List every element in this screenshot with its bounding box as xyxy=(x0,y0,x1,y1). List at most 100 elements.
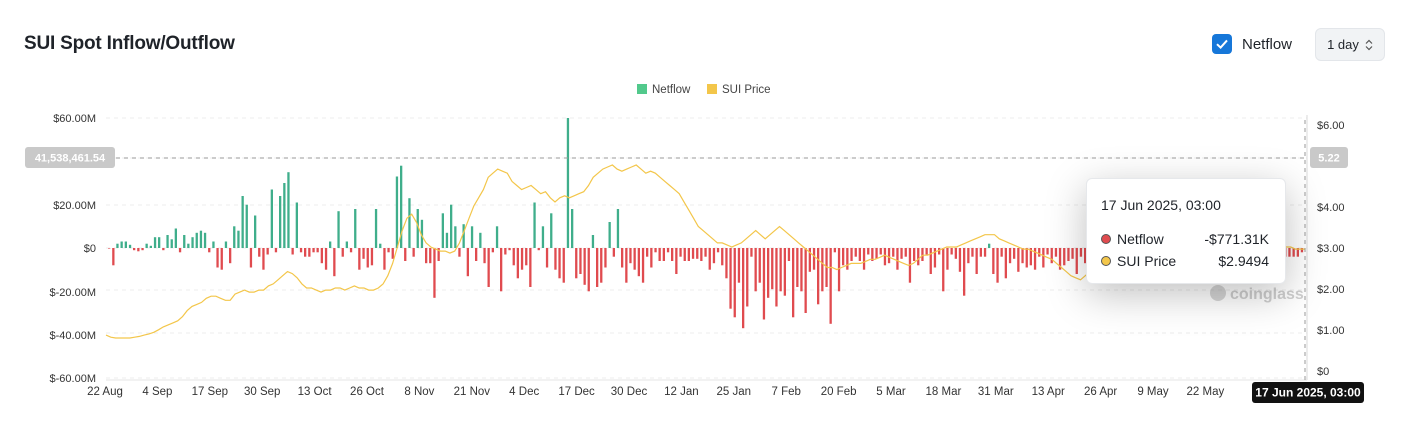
netflow-bar[interactable] xyxy=(871,248,874,261)
netflow-bar[interactable] xyxy=(1025,248,1028,268)
netflow-bar[interactable] xyxy=(650,248,653,268)
netflow-bar[interactable] xyxy=(579,248,582,274)
netflow-bar[interactable] xyxy=(166,235,169,248)
netflow-bar[interactable] xyxy=(883,248,887,266)
netflow-bar[interactable] xyxy=(162,248,165,251)
netflow-bar[interactable] xyxy=(237,230,240,248)
netflow-bar[interactable] xyxy=(233,226,236,248)
netflow-bar[interactable] xyxy=(858,248,861,261)
netflow-bar[interactable] xyxy=(1013,248,1016,259)
netflow-bar[interactable] xyxy=(596,248,599,287)
netflow-bar[interactable] xyxy=(737,248,741,283)
netflow-bar[interactable] xyxy=(742,248,745,329)
netflow-bar[interactable] xyxy=(178,248,182,253)
netflow-bar[interactable] xyxy=(621,248,624,268)
netflow-bar[interactable] xyxy=(141,248,144,251)
netflow-bar[interactable] xyxy=(537,248,540,251)
netflow-bar[interactable] xyxy=(771,248,774,290)
netflow-bar[interactable] xyxy=(658,248,661,261)
netflow-bar[interactable] xyxy=(604,248,607,268)
netflow-bar[interactable] xyxy=(963,248,966,296)
netflow-bar[interactable] xyxy=(591,235,595,248)
netflow-bar[interactable] xyxy=(562,248,565,283)
netflow-bar[interactable] xyxy=(762,248,766,320)
netflow-bar[interactable] xyxy=(241,196,244,248)
netflow-bar[interactable] xyxy=(525,248,528,266)
netflow-bar[interactable] xyxy=(187,243,190,248)
netflow-bar[interactable] xyxy=(1000,248,1003,257)
netflow-bar[interactable] xyxy=(512,248,515,266)
netflow-bar[interactable] xyxy=(287,172,290,248)
netflow-bar[interactable] xyxy=(554,248,557,270)
netflow-checkbox[interactable] xyxy=(1212,34,1232,54)
netflow-bar[interactable] xyxy=(700,248,703,261)
netflow-bar[interactable] xyxy=(333,248,336,277)
netflow-bar[interactable] xyxy=(508,248,511,251)
netflow-bar[interactable] xyxy=(696,248,699,259)
netflow-bar[interactable] xyxy=(128,244,132,249)
netflow-bar[interactable] xyxy=(329,241,332,249)
netflow-bar[interactable] xyxy=(1067,248,1070,261)
netflow-bar[interactable] xyxy=(245,204,248,248)
netflow-bar[interactable] xyxy=(116,243,119,248)
netflow-bar[interactable] xyxy=(358,248,361,270)
netflow-bar[interactable] xyxy=(571,209,574,248)
netflow-bar[interactable] xyxy=(274,248,278,253)
netflow-bar[interactable] xyxy=(708,248,711,270)
netflow-bar[interactable] xyxy=(404,248,407,261)
netflow-bar[interactable] xyxy=(933,248,937,268)
netflow-bar[interactable] xyxy=(837,248,841,292)
netflow-bar[interactable] xyxy=(504,248,507,255)
netflow-bar[interactable] xyxy=(833,248,836,253)
netflow-bar[interactable] xyxy=(425,248,428,264)
netflow-bar[interactable] xyxy=(1292,248,1295,257)
netflow-bar[interactable] xyxy=(792,248,795,318)
netflow-bar[interactable] xyxy=(479,232,482,248)
netflow-bar[interactable] xyxy=(254,215,257,249)
netflow-bar[interactable] xyxy=(324,248,328,270)
netflow-bar[interactable] xyxy=(996,248,999,283)
netflow-bar[interactable] xyxy=(429,248,432,264)
netflow-bar[interactable] xyxy=(1017,248,1020,272)
netflow-bar[interactable] xyxy=(1008,248,1012,264)
netflow-bar[interactable] xyxy=(754,248,757,292)
netflow-bar[interactable] xyxy=(349,248,353,253)
netflow-bar[interactable] xyxy=(767,248,770,298)
netflow-bar[interactable] xyxy=(675,248,678,274)
netflow-bar[interactable] xyxy=(174,228,177,249)
netflow-bar[interactable] xyxy=(704,248,707,257)
netflow-bar[interactable] xyxy=(641,248,645,283)
netflow-bar[interactable] xyxy=(1054,248,1058,257)
netflow-bar[interactable] xyxy=(616,209,620,248)
netflow-bar[interactable] xyxy=(408,198,411,248)
netflow-bar[interactable] xyxy=(203,232,207,248)
netflow-bar[interactable] xyxy=(262,248,265,270)
netflow-bar[interactable] xyxy=(750,248,753,257)
netflow-bar[interactable] xyxy=(170,239,173,248)
netflow-bar[interactable] xyxy=(1300,248,1304,253)
netflow-bar[interactable] xyxy=(108,248,111,249)
netflow-bar[interactable] xyxy=(979,248,982,257)
netflow-bar[interactable] xyxy=(862,248,866,270)
netflow-bar[interactable] xyxy=(804,248,807,313)
netflow-bar[interactable] xyxy=(654,248,657,253)
netflow-bar[interactable] xyxy=(283,183,286,248)
netflow-bar[interactable] xyxy=(433,248,436,298)
netflow-bar[interactable] xyxy=(975,248,978,274)
netflow-bar[interactable] xyxy=(487,248,490,287)
netflow-bar[interactable] xyxy=(1288,248,1291,257)
netflow-bar[interactable] xyxy=(545,248,549,268)
netflow-bar[interactable] xyxy=(366,248,369,268)
netflow-bar[interactable] xyxy=(896,248,899,270)
netflow-bar[interactable] xyxy=(437,248,440,261)
netflow-bar[interactable] xyxy=(299,248,303,253)
netflow-bar[interactable] xyxy=(637,248,640,277)
netflow-bar[interactable] xyxy=(633,248,636,270)
netflow-bar[interactable] xyxy=(721,248,724,266)
netflow-bar[interactable] xyxy=(441,213,444,248)
netflow-bar[interactable] xyxy=(458,248,461,257)
netflow-bar[interactable] xyxy=(450,204,453,248)
netflow-bar[interactable] xyxy=(279,196,282,248)
netflow-bar[interactable] xyxy=(925,248,928,255)
netflow-bar[interactable] xyxy=(958,248,962,272)
